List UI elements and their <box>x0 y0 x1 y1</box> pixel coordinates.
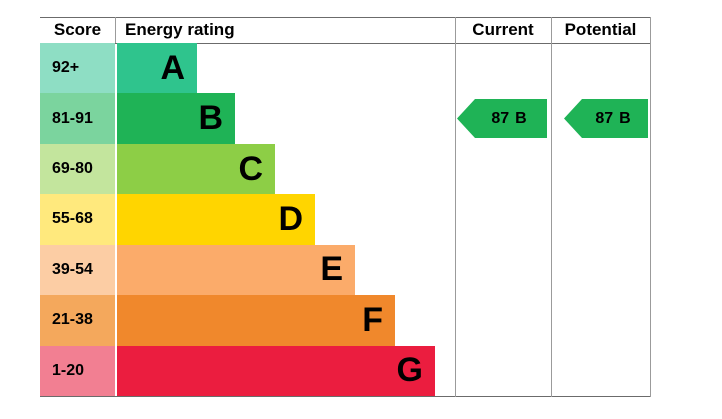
band-score-cell: 1-20 <box>40 345 115 396</box>
band-letter: G <box>396 351 423 390</box>
band-letter: C <box>238 149 263 188</box>
potential-rating-arrow: 87 B <box>564 99 648 138</box>
band-letter: B <box>198 99 223 138</box>
current-score-value: 87 <box>491 109 510 127</box>
band-row-g: 1-20 G <box>40 345 650 396</box>
band-letter: E <box>320 250 343 289</box>
band-letter: D <box>278 199 303 238</box>
header-current: Current <box>472 20 534 39</box>
band-score-cell: 69-80 <box>40 143 115 195</box>
band-bar: D <box>117 194 315 245</box>
table-top-border <box>40 17 650 18</box>
band-score-cell: 55-68 <box>40 194 115 245</box>
potential-column-divider <box>551 17 552 397</box>
current-rating-arrow: 87 B <box>457 99 547 138</box>
band-bar: F <box>117 295 395 346</box>
potential-band-letter: B <box>619 109 631 127</box>
table-bottom-border <box>40 396 650 397</box>
band-bar: A <box>117 43 197 94</box>
header-energy-rating: Energy rating <box>125 20 235 39</box>
potential-score-value: 87 <box>595 109 614 127</box>
band-score-cell: 21-38 <box>40 295 115 346</box>
header-bottom-border <box>40 43 650 44</box>
band-row-c: 69-80 C <box>40 143 650 195</box>
band-score-cell: 92+ <box>40 43 115 94</box>
band-row-b: 81-91 B <box>40 93 650 144</box>
band-letter: F <box>362 300 383 339</box>
header-score: Score <box>53 20 102 39</box>
band-bar: B <box>117 93 235 144</box>
band-row-f: 21-38 F <box>40 295 650 346</box>
current-column-divider <box>455 17 456 397</box>
band-row-a: 92+ A <box>40 43 650 94</box>
band-bar: C <box>117 143 275 195</box>
table-right-border <box>650 17 651 397</box>
band-row-d: 55-68 D <box>40 194 650 245</box>
header-potential: Potential <box>564 20 637 39</box>
band-score-cell: 39-54 <box>40 244 115 296</box>
score-column-divider <box>115 17 116 43</box>
band-rows: 92+ A 81-91 B 69-80 C 55-68 D 39-54 E 21… <box>40 43 650 396</box>
current-band-letter: B <box>515 109 527 127</box>
band-score-cell: 81-91 <box>40 93 115 144</box>
band-letter: A <box>160 48 185 87</box>
band-bar: G <box>117 345 435 396</box>
band-bar: E <box>117 244 355 296</box>
band-row-e: 39-54 E <box>40 244 650 296</box>
